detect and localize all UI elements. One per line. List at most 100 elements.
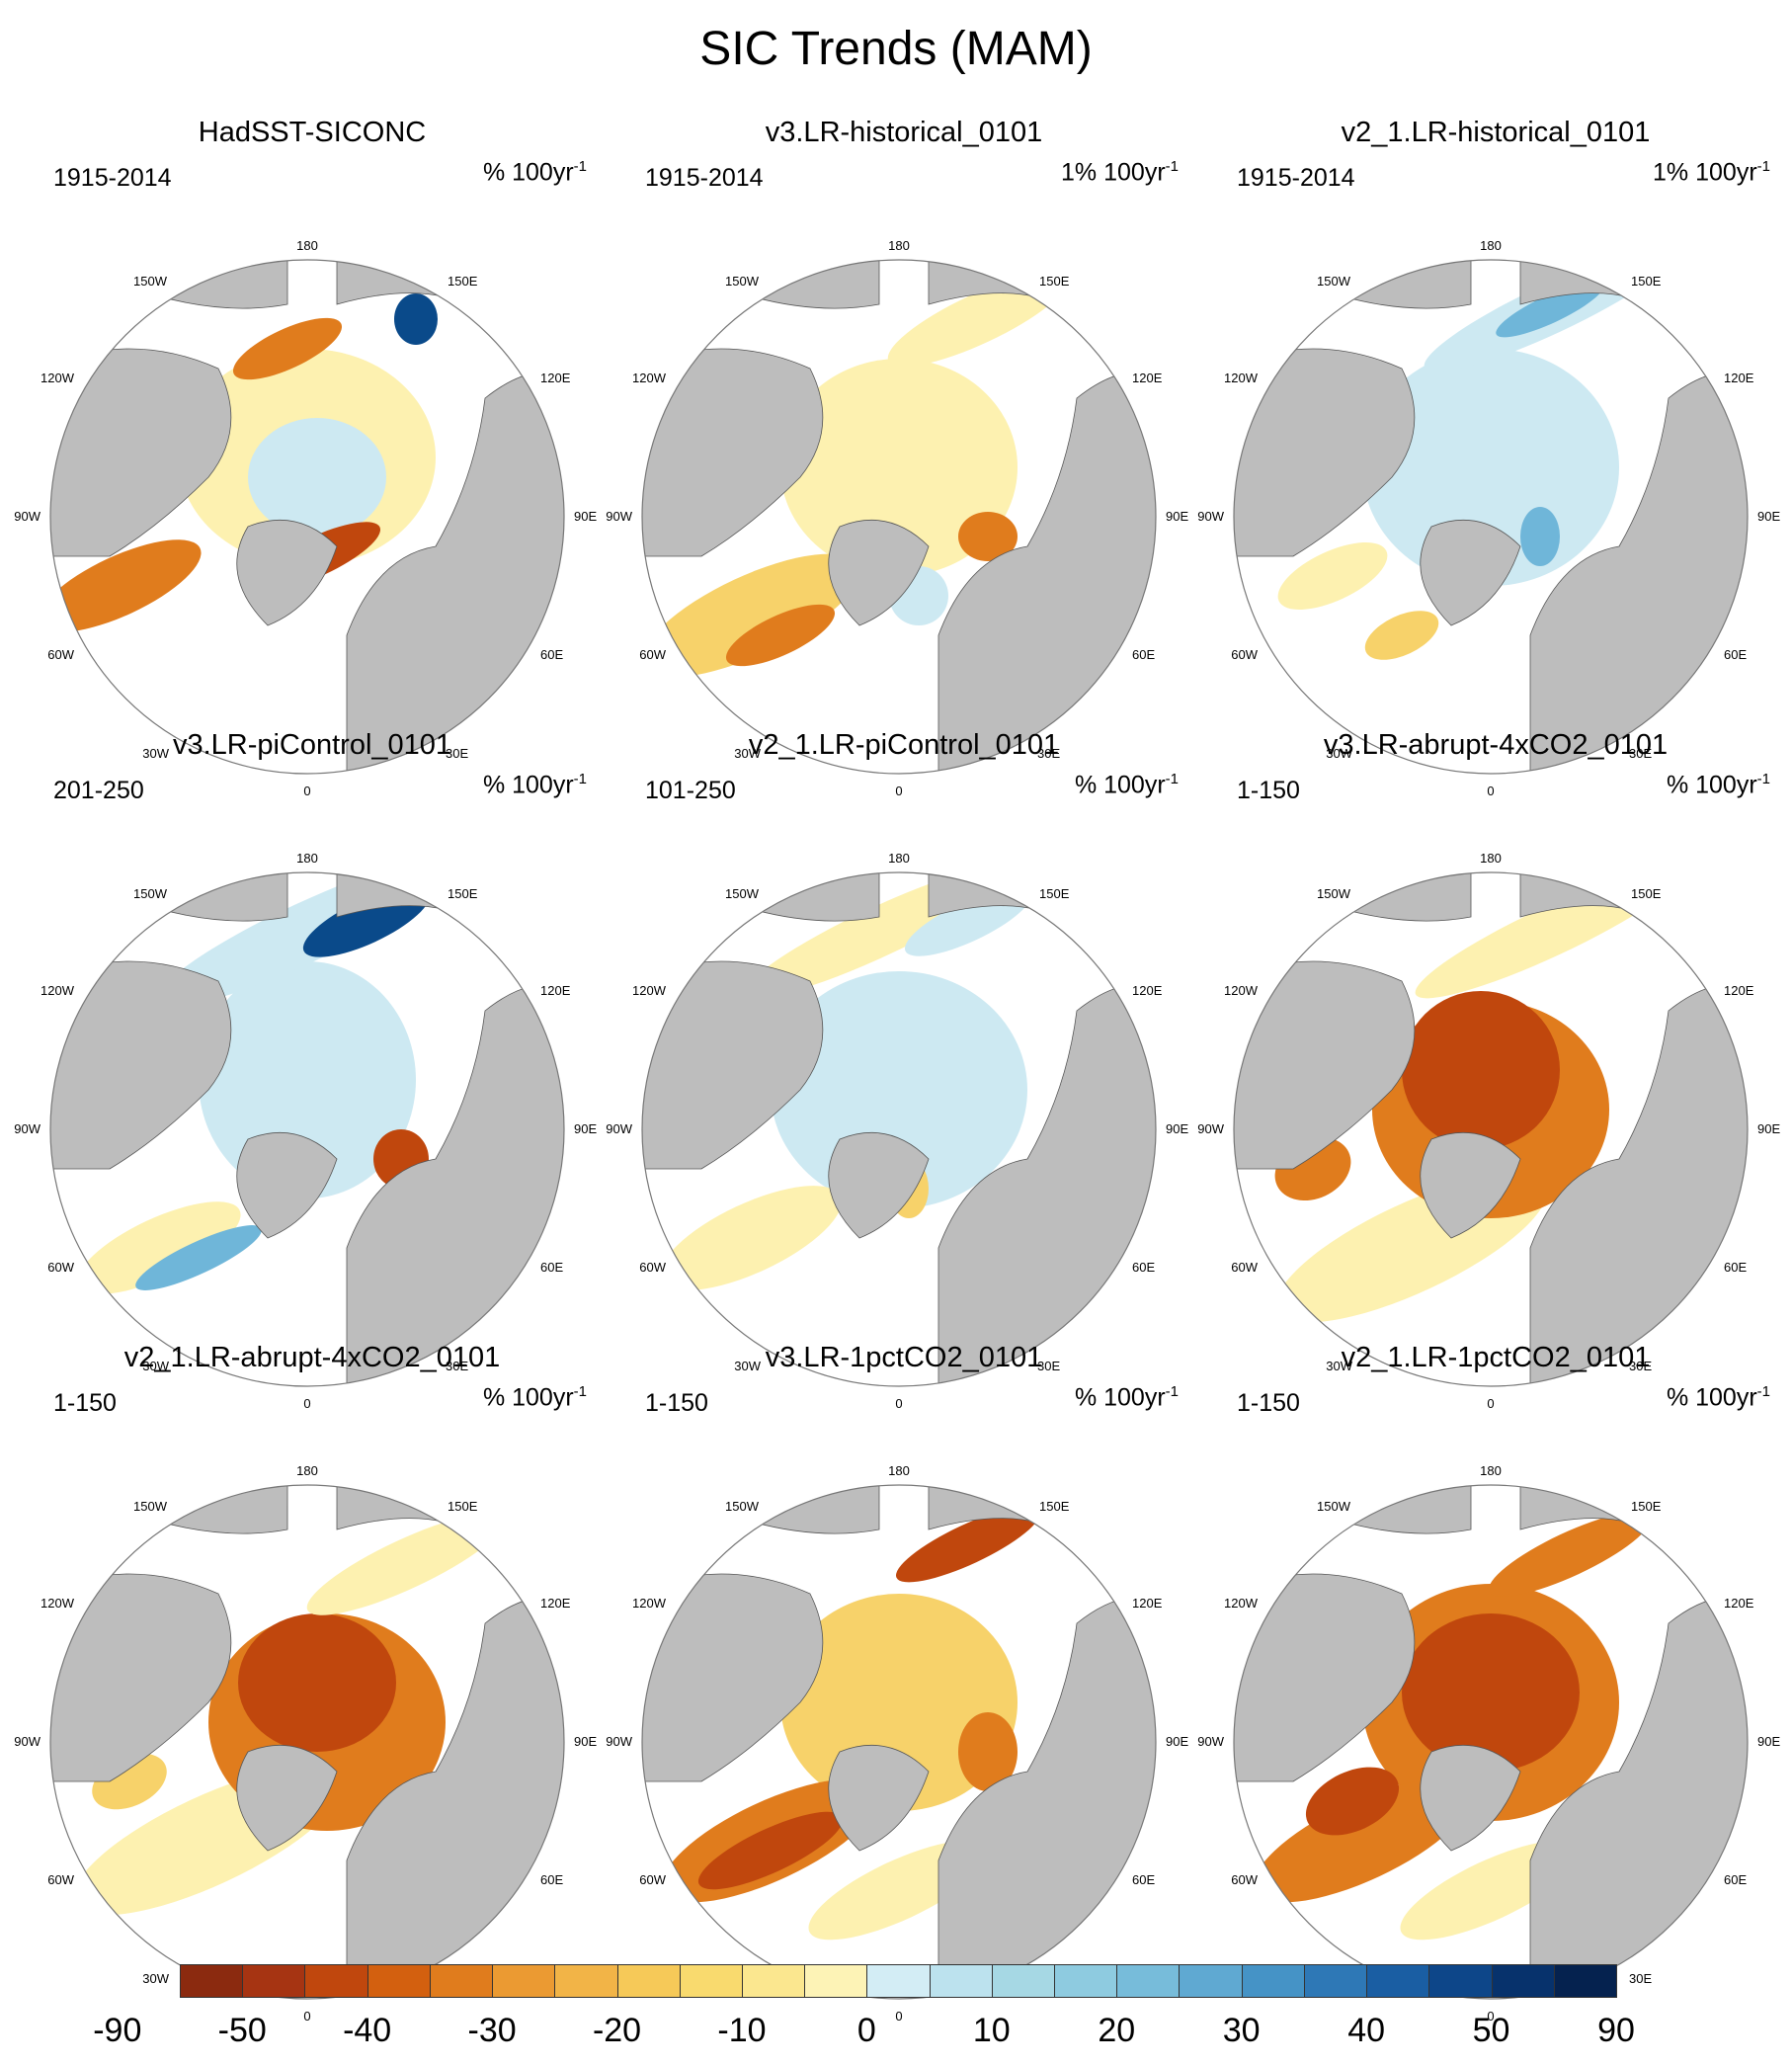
sic-trend-region bbox=[248, 418, 386, 537]
longitude-label-w120: 120W bbox=[41, 371, 75, 385]
longitude-label-e60: 60E bbox=[540, 1260, 563, 1275]
sic-trend-region bbox=[50, 539, 202, 632]
longitude-label-left: 90W bbox=[606, 1734, 632, 1749]
units-exponent: -1 bbox=[1756, 1383, 1770, 1400]
sic-trend-region bbox=[1496, 281, 1604, 338]
longitude-label-e120: 120E bbox=[1724, 371, 1754, 385]
colorbar-segment bbox=[242, 1964, 306, 1998]
longitude-label-e150: 150E bbox=[1631, 274, 1662, 289]
longitude-label-e60: 60E bbox=[1132, 1260, 1155, 1275]
units-text: % 100yr bbox=[482, 158, 574, 187]
sic-trend-region bbox=[896, 1506, 1040, 1583]
sic-trend-region bbox=[238, 1613, 396, 1752]
colorbar-segment bbox=[180, 1964, 244, 1998]
sic-trend-region bbox=[1488, 1512, 1652, 1597]
longitude-label-right: 90E bbox=[574, 1121, 597, 1136]
map-border bbox=[1233, 259, 1749, 775]
longitude-label-bottom: 0 bbox=[895, 2009, 902, 2024]
colorbar-tick-label: 20 bbox=[1098, 2012, 1136, 2049]
map-border bbox=[1233, 871, 1749, 1387]
land-mass bbox=[828, 1744, 930, 1852]
sic-trend-region bbox=[232, 317, 343, 380]
sic-trend-region bbox=[1364, 611, 1439, 660]
sic-trend-region bbox=[1277, 541, 1388, 611]
longitude-label-left: 90W bbox=[14, 1121, 41, 1136]
colorbar-segment bbox=[1241, 1964, 1305, 1998]
longitude-label-top: 180 bbox=[1480, 238, 1502, 253]
colorbar-tick-label: 50 bbox=[1472, 2012, 1510, 2049]
longitude-label-bottom: 0 bbox=[1487, 2009, 1494, 2024]
longitude-label-w120: 120W bbox=[632, 983, 667, 998]
land-mass bbox=[1420, 1131, 1521, 1239]
panel-units: % 100yr-1 bbox=[1075, 1383, 1179, 1412]
colorbar-segment bbox=[429, 1964, 494, 1998]
colorbar-tick-label: -10 bbox=[717, 2012, 767, 2049]
colorbar-segment bbox=[367, 1964, 431, 1998]
land-mass bbox=[1234, 1573, 1416, 1782]
sic-trend-region bbox=[780, 359, 1018, 576]
longitude-label-e60: 60E bbox=[1724, 647, 1747, 662]
panel-units: % 100yr-1 bbox=[483, 771, 587, 799]
units-exponent: -1 bbox=[573, 158, 587, 175]
longitude-label-w60: 60W bbox=[47, 1872, 74, 1887]
panel-period: 1-150 bbox=[645, 1389, 708, 1417]
colorbar-segment bbox=[1428, 1964, 1493, 1998]
land-mass bbox=[236, 519, 338, 626]
longitude-label-top: 180 bbox=[888, 1463, 910, 1478]
longitude-label-e150: 150E bbox=[1039, 1499, 1070, 1514]
longitude-label-e150: 150E bbox=[1039, 274, 1070, 289]
longitude-label-w150: 150W bbox=[725, 886, 760, 901]
colorbar-tick-label: -30 bbox=[467, 2012, 517, 2049]
longitude-label-w30: 30W bbox=[142, 746, 169, 761]
map-panel: v2_1.LR-1pctCO2_0101 1-150 % 100yr-1 180 0 90… bbox=[1197, 1342, 1782, 2024]
longitude-label-left: 90W bbox=[14, 509, 41, 524]
longitude-label-w120: 120W bbox=[41, 983, 75, 998]
longitude-label-top: 180 bbox=[888, 851, 910, 866]
colorbar-tick-label: 90 bbox=[1597, 2012, 1635, 2049]
panel-period: 1-150 bbox=[1237, 777, 1300, 804]
longitude-label-left: 90W bbox=[606, 509, 632, 524]
longitude-label-right: 90E bbox=[1757, 1121, 1780, 1136]
panel-units: % 100yr-1 bbox=[1075, 771, 1179, 799]
units-text: 1% 100yr bbox=[1061, 158, 1166, 187]
map-border bbox=[49, 1484, 565, 2000]
longitude-label-left: 90W bbox=[14, 1734, 41, 1749]
sic-trend-region bbox=[135, 1225, 262, 1290]
panel-title: v3.LR-1pctCO2_0101 bbox=[765, 1342, 1043, 1373]
longitude-label-bottom: 0 bbox=[1487, 1396, 1494, 1411]
panel-period: 1-150 bbox=[53, 1389, 117, 1417]
map-panel: v3.LR-abrupt-4xCO2_0101 1-150% 100yr-1 180… bbox=[1197, 729, 1782, 1411]
longitude-label-right: 90E bbox=[1166, 1121, 1188, 1136]
land-mass bbox=[50, 1573, 232, 1782]
sic-trend-region bbox=[1305, 1767, 1400, 1836]
map-panel: v2_1.LR-abrupt-4xCO2_0101 1-150 % 100yr-1 1… bbox=[14, 1342, 599, 2024]
colorbar-segment bbox=[554, 1964, 618, 1998]
panel-title: v2_1.LR-historical_0101 bbox=[1341, 117, 1651, 148]
longitude-label-w60: 60W bbox=[639, 1872, 666, 1887]
colorbar-tick-label: -90 bbox=[93, 2012, 142, 2049]
map-panel: v3.LR-historical_0101 1915-2014 1% 100yr-1… bbox=[606, 117, 1190, 798]
colorbar-tick-label: -50 bbox=[217, 2012, 267, 2049]
longitude-label-e30: 30E bbox=[446, 746, 468, 761]
longitude-label-e60: 60E bbox=[540, 1872, 563, 1887]
map-panel: v3.LR-1pctCO2_0101 1-150 % 100yr-1 180 0 90W 9… bbox=[606, 1342, 1190, 2024]
longitude-label-e120: 120E bbox=[1132, 371, 1163, 385]
longitude-label-e60: 60E bbox=[1132, 647, 1155, 662]
panel-period: 1-150 bbox=[1237, 1389, 1300, 1417]
longitude-label-w30: 30W bbox=[734, 1359, 761, 1373]
longitude-label-w30: 30W bbox=[142, 1971, 169, 1986]
units-exponent: -1 bbox=[573, 771, 587, 787]
colorbar-segment bbox=[741, 1964, 806, 1998]
longitude-label-bottom: 0 bbox=[303, 784, 310, 798]
longitude-label-w120: 120W bbox=[1224, 1596, 1259, 1611]
sic-trend-region bbox=[1253, 1778, 1472, 1903]
colorbar-segment bbox=[1116, 1964, 1181, 1998]
land-mass bbox=[50, 960, 232, 1170]
units-text: % 100yr bbox=[1666, 1383, 1757, 1412]
colorbar-segment bbox=[679, 1964, 743, 1998]
longitude-label-w60: 60W bbox=[1231, 647, 1258, 662]
